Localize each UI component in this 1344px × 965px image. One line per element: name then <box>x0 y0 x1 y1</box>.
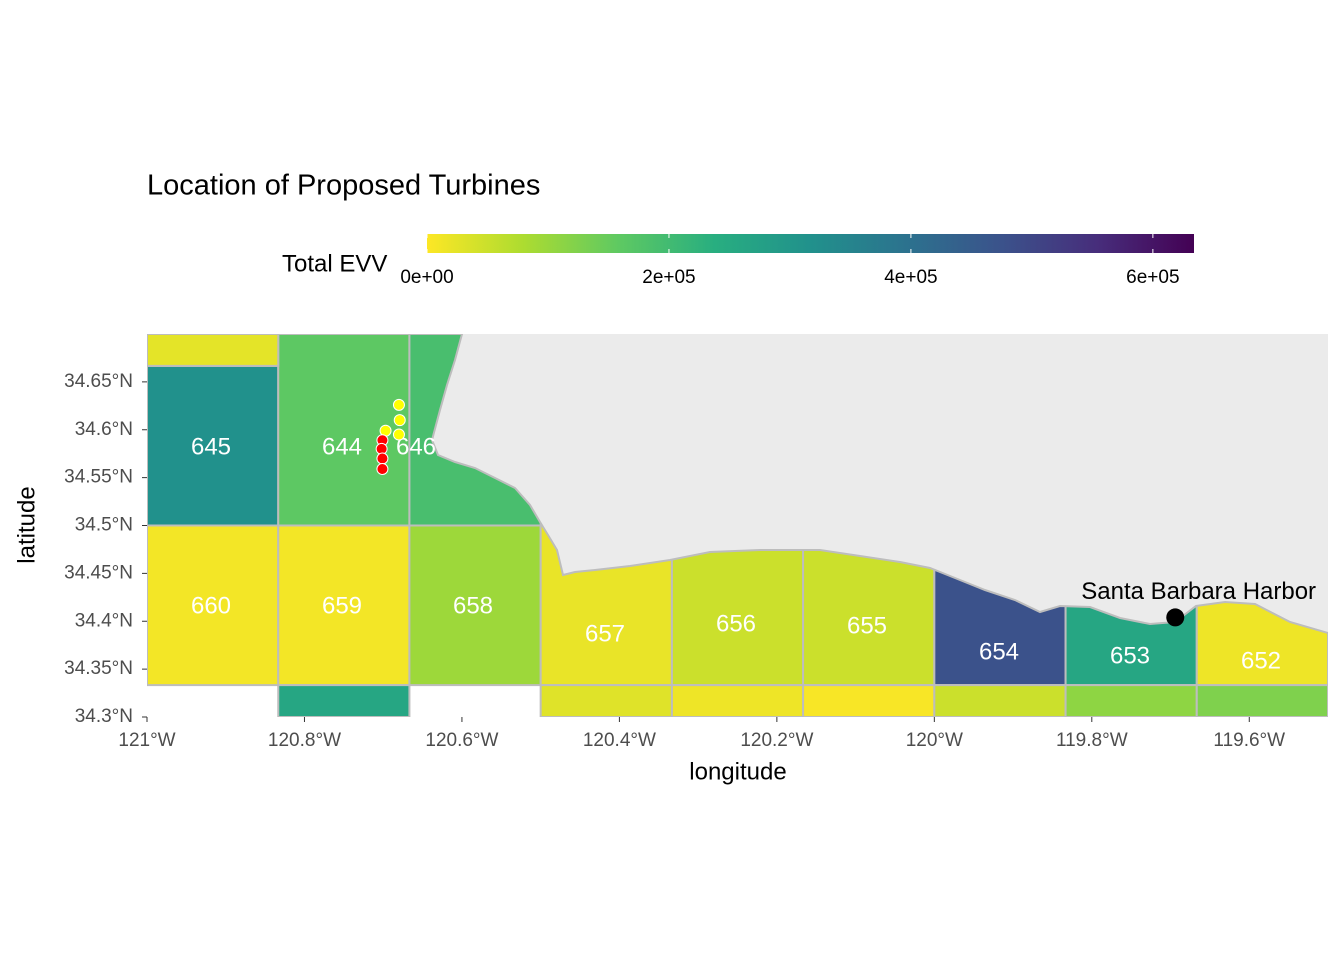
turbine <box>392 428 405 441</box>
lease-block <box>277 524 411 687</box>
x-axis-label: longitude <box>689 758 786 785</box>
colorbar-tick-label: 2e+05 <box>642 267 695 288</box>
x-tick-label: 119.6°W <box>1213 730 1285 751</box>
x-tick-label: 120.8°W <box>268 730 341 751</box>
turbine <box>392 398 405 411</box>
x-tick-label: 119.8°W <box>1056 730 1128 751</box>
lease-block <box>802 684 936 717</box>
colorbar-tick-label: 6e+05 <box>1126 267 1179 288</box>
block-label: 644 <box>322 433 362 460</box>
lease-block <box>277 684 411 717</box>
colorbar-tick-label: 4e+05 <box>884 267 937 288</box>
lease-block <box>933 684 1067 717</box>
colorbar <box>427 234 1194 253</box>
y-tick-label: 34.4°N <box>75 610 133 631</box>
map-title: Location of Proposed Turbines <box>147 170 540 202</box>
y-axis-label: latitude <box>13 486 40 563</box>
y-tick-label: 34.45°N <box>64 562 133 583</box>
y-tick-label: 34.35°N <box>64 658 133 679</box>
lease-block <box>539 684 673 717</box>
block-label: 653 <box>1110 642 1150 669</box>
lease-block <box>408 524 542 687</box>
x-tick-label: 120°W <box>906 730 963 751</box>
colorbar-tick-label: 0e+00 <box>400 267 453 288</box>
block-label: 656 <box>716 610 756 637</box>
x-tick-label: 121°W <box>118 730 175 751</box>
y-tick-label: 34.3°N <box>75 706 133 727</box>
block-label: 657 <box>585 620 625 647</box>
lease-block <box>1195 684 1328 717</box>
block-label: 645 <box>191 433 231 460</box>
y-tick-label: 34.65°N <box>64 371 133 392</box>
y-tick-label: 34.5°N <box>75 515 133 536</box>
block-label: 654 <box>979 638 1019 665</box>
harbor-label: Santa Barbara Harbor <box>1081 578 1316 605</box>
block-label: 655 <box>847 612 887 639</box>
lease-block <box>1064 684 1198 717</box>
y-tick-label: 34.6°N <box>75 419 133 440</box>
lease-block <box>147 334 280 367</box>
legend-title: Total EVV <box>282 250 387 277</box>
block-label: 652 <box>1241 647 1281 674</box>
block-label: 660 <box>191 592 231 619</box>
x-tick-label: 120.6°W <box>425 730 498 751</box>
x-tick-label: 120.4°W <box>583 730 656 751</box>
y-tick-label: 34.55°N <box>64 467 133 488</box>
harbor-point <box>1166 608 1185 627</box>
x-tick-label: 120.2°W <box>740 730 813 751</box>
block-label: 658 <box>453 592 493 619</box>
turbine <box>393 414 406 427</box>
turbine <box>376 463 389 476</box>
lease-block <box>670 684 805 717</box>
land <box>430 334 1328 634</box>
block-label: 659 <box>322 592 362 619</box>
turbine <box>376 452 389 465</box>
